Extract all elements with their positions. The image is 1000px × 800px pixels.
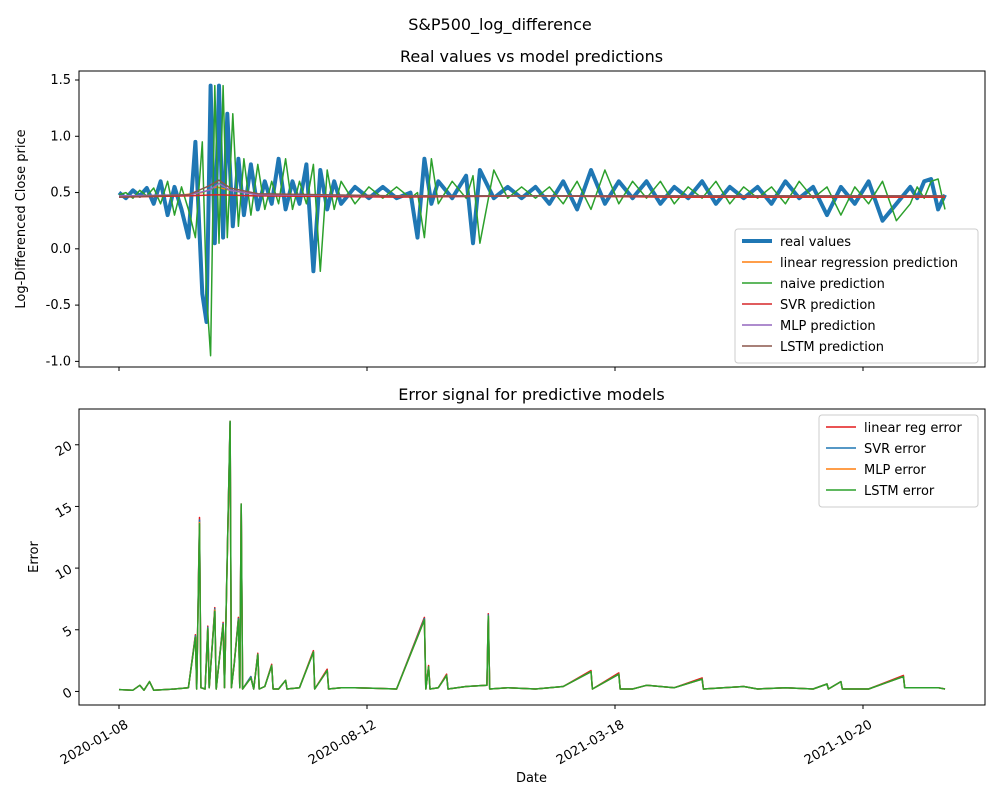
y-tick-label: 1.5 [50, 73, 71, 88]
bottom-panel-ylabel: Error [27, 541, 42, 573]
bottom-panel-title: Error signal for predictive models [398, 385, 664, 404]
y-tick-label: 0.5 [50, 186, 71, 201]
y-tick-label: -1.0 [46, 354, 71, 369]
legend-label: MLP error [864, 463, 927, 478]
legend-label: LSTM error [864, 484, 935, 499]
y-tick-label: 0.0 [50, 242, 71, 257]
legend-label: linear regression prediction [780, 256, 958, 271]
legend-box [734, 228, 979, 364]
legend-label: SVR error [864, 442, 926, 457]
legend-label: LSTM prediction [780, 340, 884, 355]
series-line-real-values [117, 83, 947, 324]
top-plot-area: -1.0 -0.5 0.0 0.5 1.0 1.5 [46, 70, 986, 371]
series-line-lstm-error [118, 420, 946, 691]
figure-suptitle: S&P500_log_difference [408, 15, 592, 35]
top-legend: real values linear regression prediction n… [734, 228, 979, 364]
series-line-svr-prediction [118, 194, 945, 198]
y-tick-label: -0.5 [46, 298, 71, 313]
top-panel: Real values vs model predictions Log-Dif… [14, 47, 986, 371]
bottom-legend: linear reg error SVR error MLP error LSTM e… [818, 414, 979, 508]
y-tick-label: 1.0 [50, 129, 71, 144]
series-line-lstm-prediction [118, 179, 945, 198]
bottom-panel-xlabel: Date [516, 771, 547, 786]
y-tick-label: 20 [53, 439, 75, 460]
y-tick-label: 15 [53, 500, 75, 521]
legend-label: linear reg error [864, 421, 962, 436]
series-line-naive-prediction [118, 84, 946, 357]
y-tick-label: 10 [53, 562, 75, 583]
top-panel-ylabel: Log-Differenced Close price [14, 129, 29, 308]
legend-label: SVR prediction [780, 298, 876, 313]
legend-label: MLP prediction [780, 319, 876, 334]
axes-frame [78, 70, 986, 368]
legend-box [818, 414, 979, 508]
legend-label: real values [780, 235, 851, 250]
legend-label: naive prediction [780, 277, 885, 292]
top-panel-title: Real values vs model predictions [400, 47, 663, 66]
axes-frame [78, 408, 986, 706]
